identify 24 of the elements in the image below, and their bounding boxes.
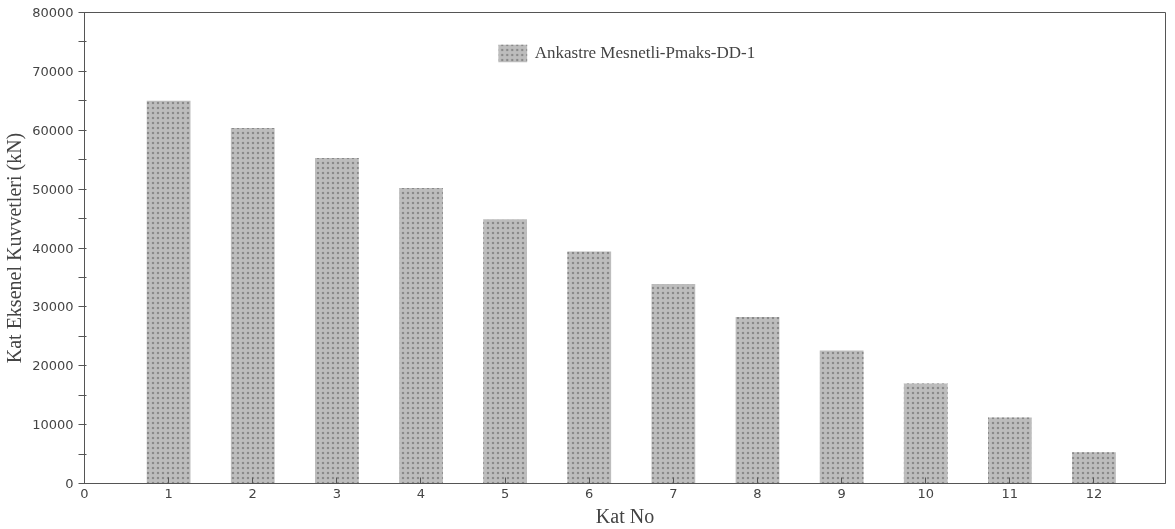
y-tick-label: 10000 <box>32 417 74 433</box>
x-tick-label: 11 <box>1001 485 1019 501</box>
x-tick-label: 6 <box>585 485 594 501</box>
y-tick-label: 40000 <box>32 240 74 256</box>
x-tick-label: 2 <box>248 485 257 501</box>
x-tick-label: 8 <box>753 485 762 501</box>
y-tick-label: 60000 <box>32 122 74 138</box>
y-tick-label: 70000 <box>32 63 74 79</box>
y-tick-label: 20000 <box>32 358 74 374</box>
x-tick-label: 7 <box>669 485 678 501</box>
x-tick-label: 3 <box>332 485 342 501</box>
y-tick-label: 30000 <box>32 299 74 315</box>
legend-label: Ankastre Mesnetli-Pmaks-DD-1 <box>534 43 756 63</box>
x-tick-label: 0 <box>80 485 89 501</box>
x-tick-label: 12 <box>1085 485 1103 501</box>
y-tick-label: 50000 <box>32 181 74 197</box>
x-tick-label: 4 <box>416 485 426 501</box>
y-axis-title: Kat Eksenel Kuvvetleri (kN) <box>3 132 27 364</box>
x-tick-label: 10 <box>917 485 935 501</box>
x-tick-label: 5 <box>500 485 510 501</box>
x-tick-label: 1 <box>164 485 173 501</box>
x-tick-label: 9 <box>837 485 846 501</box>
x-axis-title: Kat No <box>595 504 655 527</box>
y-tick-label: 80000 <box>32 5 74 20</box>
